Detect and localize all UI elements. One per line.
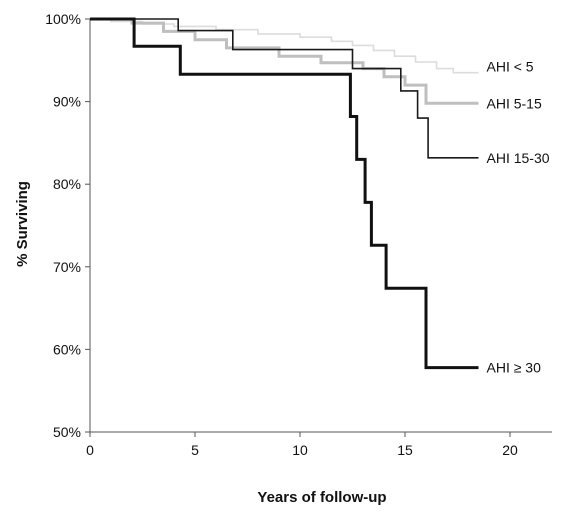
series-label: AHI < 5 bbox=[487, 59, 534, 75]
series-label: AHI 5-15 bbox=[487, 95, 542, 111]
x-axis-title: Years of follow-up bbox=[257, 489, 386, 506]
series-line-ahi-5-15 bbox=[90, 17, 479, 105]
series-layer bbox=[90, 17, 479, 370]
y-axis-title: % Surviving bbox=[14, 181, 31, 267]
series-line-ahi-15-30 bbox=[90, 18, 479, 159]
y-tick-label: 60% bbox=[53, 341, 81, 357]
x-tick-label: 20 bbox=[502, 442, 518, 458]
axes: 50% 60% 70% 80% 90% 100% 0 5 10 15 20 bbox=[45, 11, 552, 458]
y-tick-label: 70% bbox=[53, 259, 81, 275]
y-tick-label: 80% bbox=[53, 176, 81, 192]
series-label: AHI 15-30 bbox=[487, 150, 550, 166]
series-labels: AHI < 5 AHI 5-15 AHI 15-30 AHI ≥ 30 bbox=[487, 59, 550, 376]
y-tick-label: 50% bbox=[53, 424, 81, 440]
x-tick-label: 0 bbox=[86, 442, 94, 458]
x-tick-label: 15 bbox=[397, 442, 413, 458]
y-tick-label: 100% bbox=[45, 11, 81, 27]
series-label: AHI ≥ 30 bbox=[487, 360, 542, 376]
series-line-ahi-30 bbox=[90, 17, 479, 370]
x-tick-label: 5 bbox=[191, 442, 199, 458]
y-tick-label: 90% bbox=[53, 94, 81, 110]
x-tick-label: 10 bbox=[292, 442, 308, 458]
